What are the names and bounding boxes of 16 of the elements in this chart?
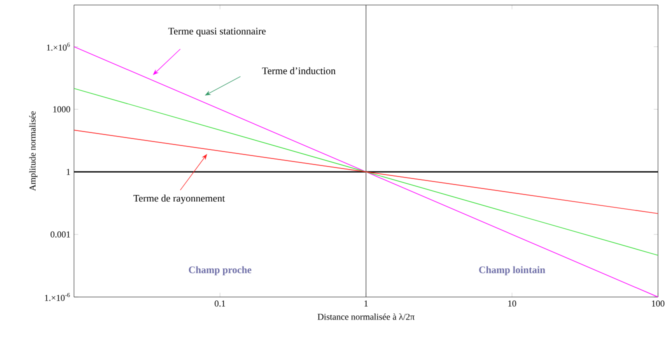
- annotation: Terme de rayonnement: [133, 194, 225, 204]
- annotation: Champ lointain: [479, 266, 546, 276]
- x-tick-label: 1: [364, 300, 368, 306]
- x-tick-label: 100: [652, 300, 664, 307]
- y-axis-title: Amplitude normalisée: [29, 111, 38, 191]
- y-tick-label: 1000: [53, 106, 70, 112]
- annotation: Champ proche: [188, 266, 252, 276]
- x-tick-label: 0.1: [214, 300, 226, 307]
- y-tick-label: 0.001: [50, 231, 70, 238]
- annotation: Terme d’induction: [262, 67, 336, 74]
- y-tick-label: 1.×10$^{-6}$: [45, 293, 70, 301]
- annotation: Terme quasi stationnaire: [168, 28, 266, 37]
- x-tick-label: 10: [508, 300, 516, 307]
- y-tick-label: 1: [66, 168, 70, 175]
- y-tick-label: 1.×10$^{6}$: [47, 42, 70, 51]
- x-axis-title: Distance normalisée à λ/2π: [318, 313, 415, 320]
